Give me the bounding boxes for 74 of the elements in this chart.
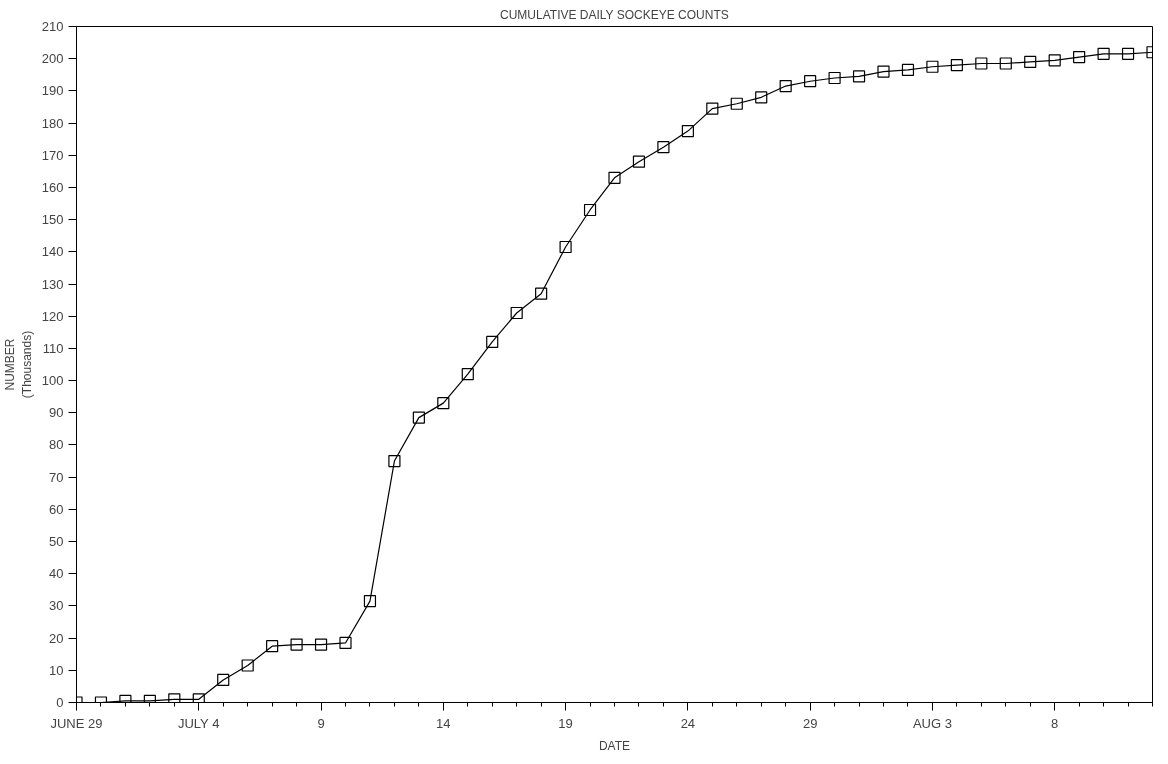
point [632, 155, 646, 168]
y-tick-label: 90 [49, 405, 64, 421]
point [852, 70, 866, 83]
y-tick-label: 10 [49, 662, 64, 678]
x-tick-label: 19 [558, 715, 573, 731]
point [168, 693, 181, 703]
y-tick-label: 130 [41, 276, 64, 292]
point [804, 75, 817, 88]
point [1097, 47, 1110, 60]
y-tick-label: 60 [49, 501, 64, 517]
x-tick-label: 29 [802, 715, 818, 731]
point [975, 57, 988, 70]
y-tick-label: 20 [49, 630, 64, 646]
point [437, 397, 450, 410]
y-tick-label: 120 [41, 308, 64, 324]
y-tick-label: 150 [41, 212, 64, 228]
point [926, 60, 939, 73]
point [1073, 50, 1086, 64]
y-tick-label: 50 [49, 534, 64, 550]
x-tick-label: AUG 3 [912, 715, 952, 731]
point [755, 91, 768, 104]
point [1024, 55, 1037, 69]
point [999, 57, 1012, 70]
point [706, 102, 719, 115]
point [339, 636, 352, 650]
point [486, 335, 499, 349]
x-tick-label: 24 [680, 715, 696, 731]
point [559, 240, 572, 254]
point [681, 125, 694, 138]
point [388, 454, 401, 468]
point [950, 59, 963, 72]
point [535, 287, 548, 300]
y-tick-label: 0 [56, 695, 64, 710]
point [1121, 47, 1135, 60]
point [657, 141, 670, 154]
y-tick-label: 180 [41, 115, 64, 131]
point [192, 693, 205, 703]
y-tick-label: 200 [41, 51, 64, 67]
y-tick-label: 170 [41, 147, 64, 163]
y-tick-label: 160 [41, 179, 64, 195]
y-tick-label: 30 [49, 598, 64, 614]
chart-title: CUMULATIVE DAILY SOCKEYE COUNTS [500, 7, 729, 22]
point [412, 411, 425, 424]
x-tick-label: JUNE 29 [50, 715, 103, 731]
y-tick-label: 210 [41, 19, 64, 34]
y-tick-label: 70 [49, 469, 64, 485]
point [241, 659, 254, 672]
point [583, 203, 597, 217]
point [779, 79, 792, 93]
x-axis-title: DATE [598, 738, 631, 753]
point [730, 97, 743, 110]
point [901, 63, 915, 77]
point [217, 673, 230, 687]
y-tick-label: 110 [42, 340, 64, 356]
point [1048, 54, 1061, 67]
x-tick-label: 8 [1051, 715, 1059, 731]
x-tick-label: 14 [436, 715, 451, 731]
point [461, 368, 474, 381]
x-tick-label: JULY 4 [177, 715, 220, 731]
y-tick-label: 190 [41, 83, 64, 99]
point [314, 638, 328, 651]
point [363, 595, 377, 608]
point [828, 71, 841, 85]
point [877, 65, 890, 78]
point [510, 306, 523, 320]
y-tick-label: 140 [41, 244, 64, 260]
point [266, 640, 279, 653]
y-tick-label: 100 [41, 373, 64, 389]
y-tick-label: 80 [49, 437, 64, 453]
x-tick-label: 9 [317, 715, 325, 731]
y-tick-label: 40 [49, 566, 64, 582]
y-axis-title: NUMBER (Thousands) [3, 330, 34, 399]
point [290, 638, 303, 651]
point [608, 171, 621, 184]
